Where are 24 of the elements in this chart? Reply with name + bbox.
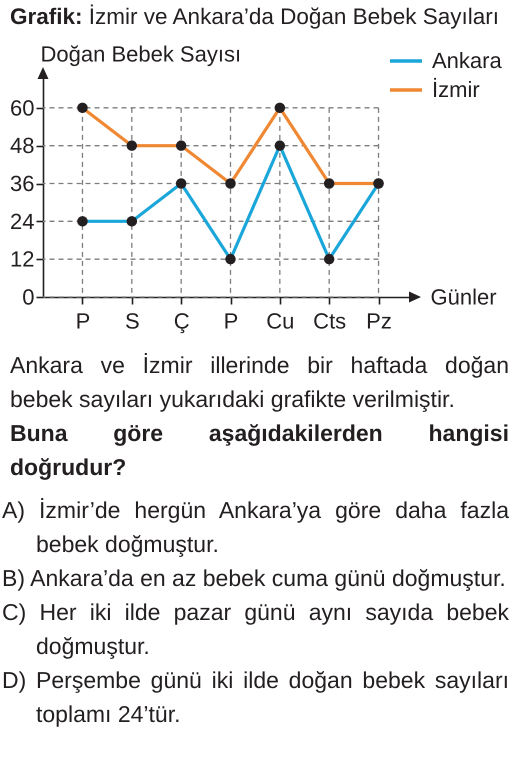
x-tick-label: S — [124, 308, 140, 334]
y-axis-title: Doğan Bebek Sayısı — [40, 42, 242, 66]
chart-title: Grafik: İzmir ve Ankara’da Doğan Bebek Sayıları — [10, 4, 499, 30]
legend-label: Ankara — [432, 48, 502, 73]
x-tick-label: Pz — [366, 308, 392, 334]
y-tick-label: 36 — [10, 171, 34, 196]
text: A) İzmir’de hergün Ankara’ya göre daha fazla bebek doğmuştur. — [2, 496, 509, 559]
text: C) Her iki ilde pazar günü aynı sayıda bebek doğmuştur. — [2, 598, 509, 661]
text: D) Perşembe günü iki ilde doğan bebek sayıları toplamı 24’tür. — [2, 666, 509, 729]
x-tick-label: P — [76, 308, 90, 334]
y-tick-label: 12 — [10, 246, 34, 272]
x-axis-title: Günler — [430, 284, 497, 310]
y-tick-label: 60 — [10, 95, 34, 120]
y-tick-label: 48 — [10, 133, 34, 158]
y-tick-label: 0 — [22, 284, 34, 310]
x-tick-label: Ç — [174, 308, 190, 334]
text: Ankara ve İzmir illerinde bir haftada doğan bebek sayıları yukarıdaki grafikte verilmiştir. — [9, 351, 509, 414]
text: B) Ankara’da en az bebek cuma günü doğmuştur. — [2, 564, 507, 593]
x-tick-label: P — [224, 308, 238, 334]
x-tick-label: Cts — [313, 308, 346, 334]
legend-label: İzmir — [432, 77, 480, 102]
x-tick-label: Cu — [266, 308, 294, 334]
text: Buna göre aşağıdakilerden hangisi doğrudur? — [9, 419, 509, 482]
y-tick-label: 24 — [10, 208, 34, 234]
